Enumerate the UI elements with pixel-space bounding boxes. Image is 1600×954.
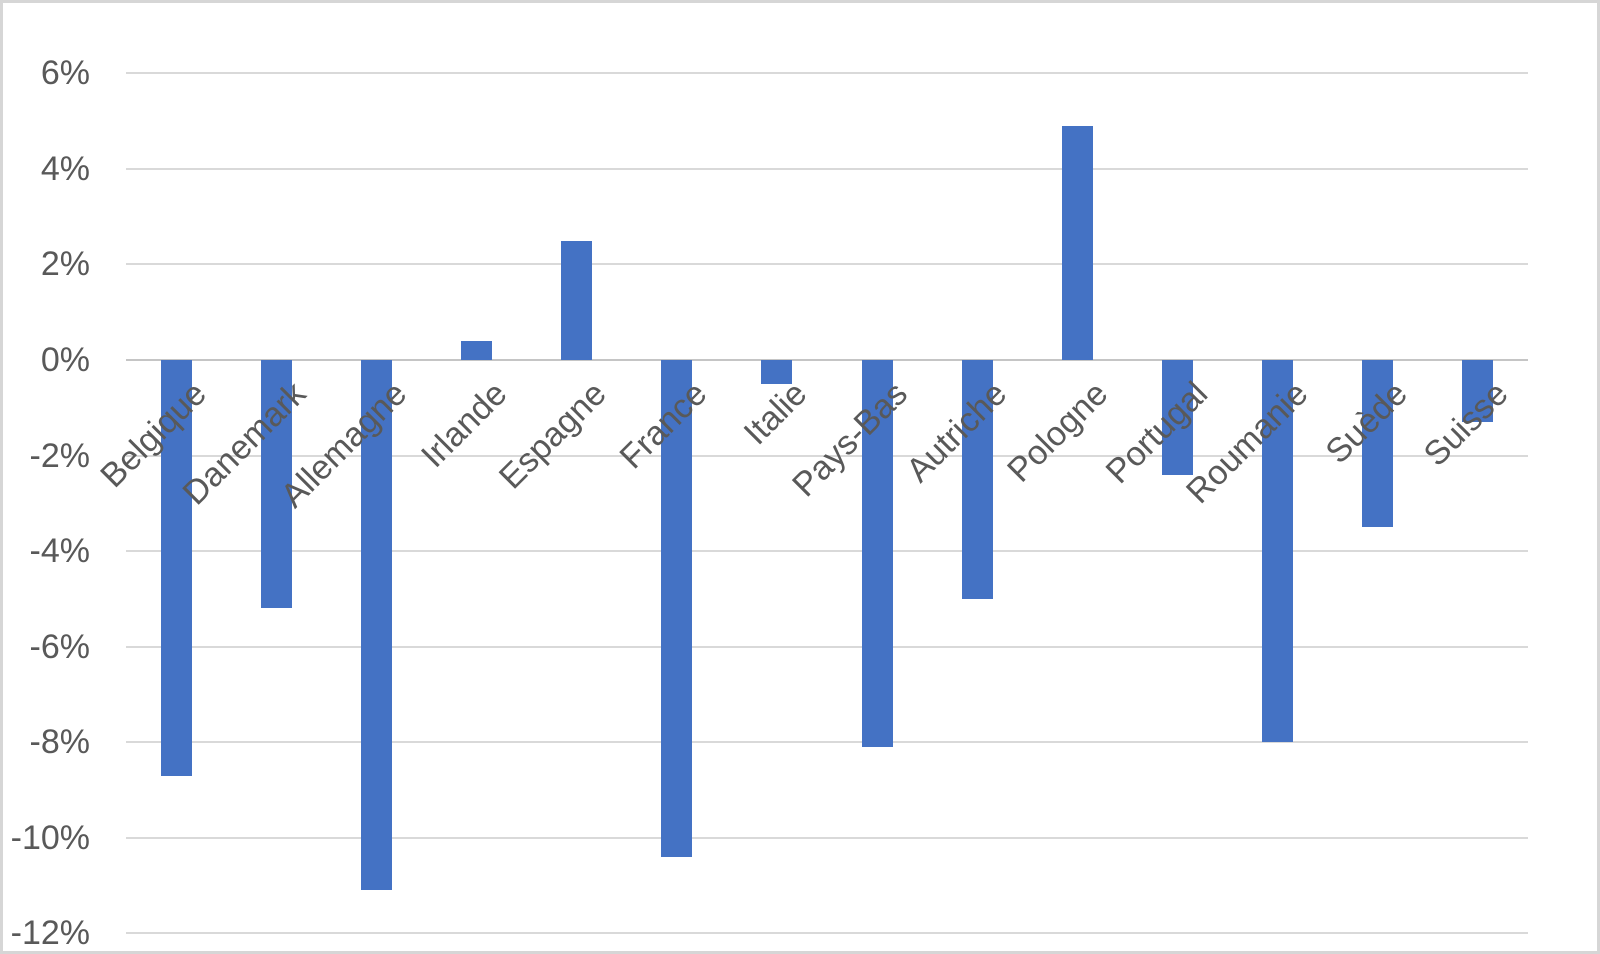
y-axis-tick-label: 6% — [40, 54, 90, 93]
x-axis-category-label-italie: Italie — [736, 374, 815, 453]
bar-portugal[interactable] — [1162, 360, 1193, 475]
bar-france[interactable] — [661, 360, 693, 857]
bar-suede[interactable] — [1362, 360, 1394, 528]
bar-danemark[interactable] — [260, 360, 292, 609]
gridline — [126, 72, 1528, 75]
gridline — [126, 550, 1528, 553]
gridline — [126, 454, 1528, 457]
bar-allemagne[interactable] — [360, 360, 392, 891]
bar-autriche[interactable] — [961, 360, 993, 599]
gridline — [126, 167, 1528, 170]
gridline — [126, 741, 1528, 744]
y-axis-tick-label: 0% — [40, 341, 90, 379]
y-axis-tick-label: -2% — [29, 436, 90, 475]
y-axis-tick-label: -8% — [29, 723, 90, 762]
x-axis-category-label-autriche: Autriche — [899, 374, 1015, 490]
x-axis-category-label-pologne: Pologne — [999, 374, 1115, 490]
x-axis-zero-line — [126, 359, 1528, 361]
bar-italie[interactable] — [761, 360, 793, 384]
gridline — [126, 263, 1528, 266]
x-axis-category-label-irlande: Irlande — [413, 374, 514, 475]
bar-irlande[interactable] — [461, 340, 492, 360]
bar-belgique[interactable] — [160, 360, 192, 776]
y-axis-tick-label: 2% — [40, 245, 90, 284]
x-axis-category-label-espagne: Espagne — [492, 374, 615, 497]
bar-suisse[interactable] — [1462, 360, 1494, 423]
bar-pologne[interactable] — [1061, 125, 1093, 360]
y-axis-tick-label: -6% — [29, 627, 90, 666]
gridline — [126, 932, 1528, 935]
y-axis-tick-label: 4% — [40, 149, 90, 188]
bar-pays-bas[interactable] — [861, 360, 893, 748]
bar-espagne[interactable] — [561, 240, 593, 360]
bar-roumanie[interactable] — [1262, 360, 1294, 743]
y-axis-tick-label: -4% — [29, 532, 90, 571]
gridline — [126, 836, 1528, 839]
gridline — [126, 645, 1528, 648]
y-axis-tick-label: -12% — [10, 914, 90, 953]
y-axis-tick-label: -10% — [10, 818, 90, 857]
